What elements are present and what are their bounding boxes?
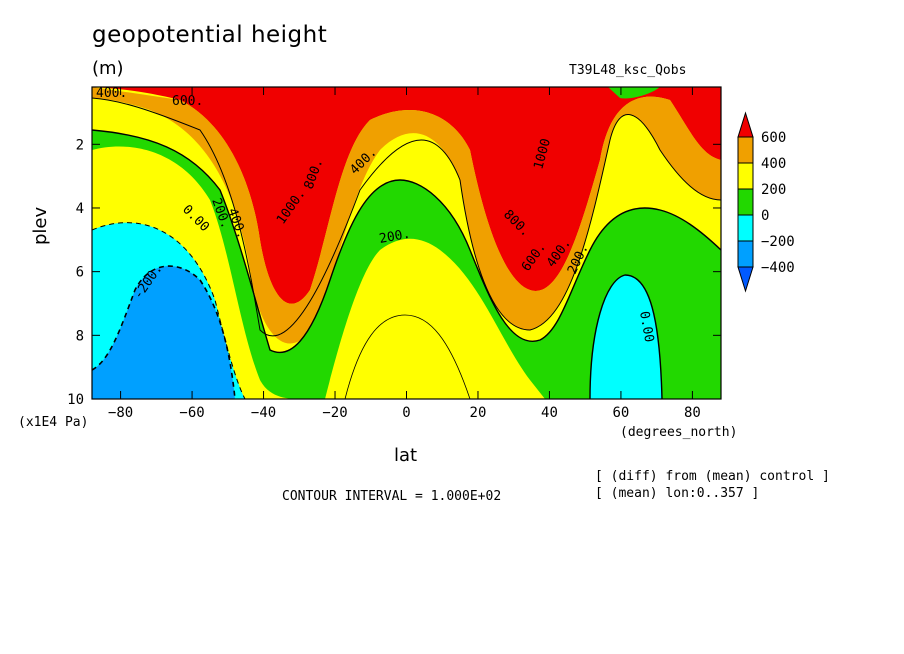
y-units: (x1E4 Pa) xyxy=(18,415,89,430)
colorbar-label: −200 xyxy=(761,234,795,250)
note-2: [ (mean) lon:0..357 ] xyxy=(595,486,760,501)
x-tick-label: 40 xyxy=(541,405,558,421)
note-1: [ (diff) from (mean) control ] xyxy=(595,469,830,484)
colorbar-label: 400 xyxy=(761,156,786,172)
x-axis: −80 −60 −40 −20 0 20 40 60 80 xyxy=(108,87,701,421)
colorbar-label: 600 xyxy=(761,130,786,146)
colorbar-segment xyxy=(737,188,754,216)
colorbar-segment xyxy=(737,240,754,268)
contour-label: 400. xyxy=(96,86,127,101)
x-units: (degrees_north) xyxy=(620,425,738,440)
y-tick-label: 4 xyxy=(76,201,84,217)
colorbar-segment xyxy=(737,162,754,190)
band-0-200 xyxy=(92,130,721,399)
contour-label: 0.00 xyxy=(636,310,656,343)
x-tick-label: 60 xyxy=(613,405,630,421)
colorbar: 600 400 200 0 −200 −400 xyxy=(737,111,795,293)
y-tick-label: 2 xyxy=(76,137,84,153)
y-tick-label: 8 xyxy=(76,328,84,344)
colorbar-label: 0 xyxy=(761,208,769,224)
band-lt-minus200 xyxy=(92,266,235,399)
colorbar-bottom-arrow xyxy=(737,266,754,293)
colorbar-segment xyxy=(737,214,754,242)
x-tick-label: 80 xyxy=(684,405,701,421)
x-tick-label: −60 xyxy=(179,405,204,421)
x-tick-label: 0 xyxy=(402,405,410,421)
colorbar-label: 200 xyxy=(761,182,786,198)
y-axis: 2 4 6 8 10 xyxy=(67,137,721,408)
contour-lines xyxy=(91,97,722,400)
chart-title: geopotential height xyxy=(92,22,328,48)
chart-units: (m) xyxy=(92,58,124,79)
contour-label: 600. xyxy=(172,94,203,109)
filled-contours xyxy=(92,87,721,399)
y-tick-label: 10 xyxy=(67,392,84,408)
band-400-600 xyxy=(92,87,721,344)
contour-label: 200. xyxy=(378,227,411,247)
x-tick-label: −80 xyxy=(108,405,133,421)
x-axis-label: lat xyxy=(394,445,418,466)
band-minus200-0-nh xyxy=(590,275,662,399)
colorbar-segment xyxy=(737,136,754,164)
run-label: T39L48_ksc_Qobs xyxy=(569,63,687,78)
band-gt-600 xyxy=(92,87,721,304)
y-tick-label: 6 xyxy=(76,265,84,281)
colorbar-label: −400 xyxy=(761,260,795,276)
x-tick-label: 20 xyxy=(470,405,487,421)
x-tick-label: −20 xyxy=(322,405,347,421)
y-axis-label: plev xyxy=(30,206,51,245)
contour-interval: CONTOUR INTERVAL = 1.000E+02 xyxy=(282,489,502,504)
x-tick-label: −40 xyxy=(251,405,276,421)
colorbar-top-arrow xyxy=(737,111,754,138)
